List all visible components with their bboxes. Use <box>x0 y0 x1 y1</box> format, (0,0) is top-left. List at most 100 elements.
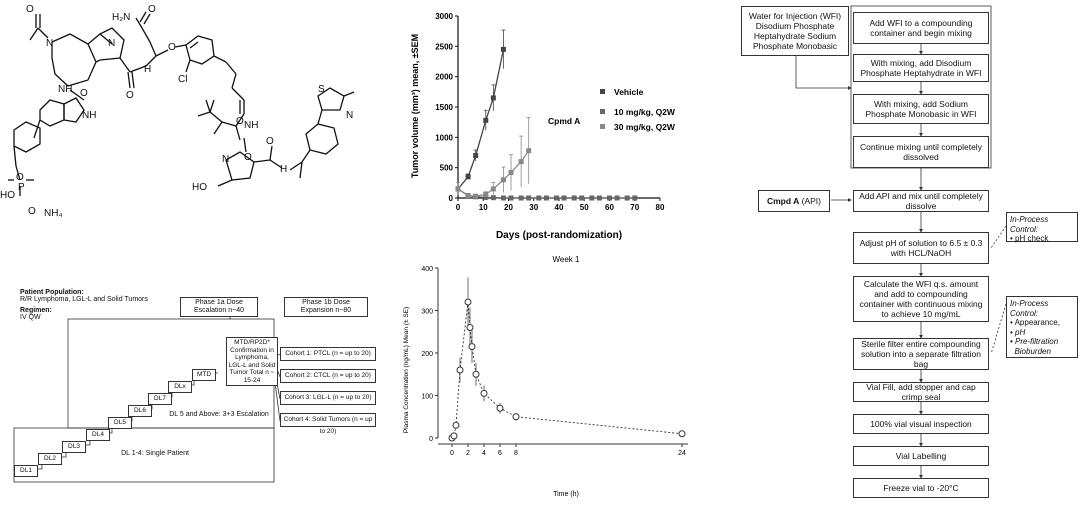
tumor-data-point <box>579 195 585 201</box>
atom-cl: Cl <box>178 74 187 85</box>
tumor-data-point <box>614 195 620 201</box>
flow-step-box: Freeze vial to -20°C <box>853 478 989 498</box>
tumor-data-point <box>473 193 479 199</box>
dose-level-step: DL3 <box>62 441 86 453</box>
ipc1-item: • pH check <box>1010 234 1049 243</box>
tumor-data-point <box>553 195 559 201</box>
pk-x-tick-label: 24 <box>678 450 686 457</box>
tumor-data-point <box>571 195 577 201</box>
pk-y-axis-label: Plasma Concentration (ng/mL) Mean (± SE) <box>403 307 410 433</box>
atom-n-ring2: N <box>108 38 115 49</box>
tumor-x-tick-label: 50 <box>580 203 589 212</box>
tumor-data-point <box>465 174 471 180</box>
population-value: R/R Lymphoma, LGL-L and Solid Tumors <box>20 296 148 303</box>
dose-level-step: DL2 <box>38 453 62 465</box>
pk-chart-panel: Week 1 Plasma Concentration (ng/mL) Mean… <box>396 250 696 503</box>
pk-data-point <box>464 298 472 306</box>
pk-data-point <box>468 343 476 351</box>
tumor-data-point <box>624 195 630 201</box>
tumor-x-axis-label: Days (post-randomization) <box>496 230 622 241</box>
atom-h2n: H₂N <box>112 12 130 23</box>
flow-step-box: Vial Fill, add stopper and cap crimp sea… <box>853 382 989 402</box>
tumor-data-point <box>490 195 496 201</box>
atom-o-carbonyl: O <box>126 90 134 101</box>
flowchart-panel: Water for Injection (WFI) Disodium Phosp… <box>736 0 1080 503</box>
api-bold-label: Cmpd A <box>766 196 800 206</box>
pk-x-tick-label: 6 <box>498 450 502 457</box>
dose-level-step: DL4 <box>86 429 110 441</box>
dose-level-step: MTD <box>192 369 216 381</box>
ipc-box-2: In-Process Control: • Appearance, • pH •… <box>1006 296 1078 358</box>
flow-step-box: Vial Labelling <box>853 446 989 466</box>
tumor-x-tick-label: 40 <box>555 203 564 212</box>
flow-inputs-box: Water for Injection (WFI) Disodium Phosp… <box>741 6 849 56</box>
pk-x-axis-label: Time (h) <box>553 491 579 498</box>
tumor-y-tick-label: 2500 <box>435 42 453 51</box>
tumor-y-tick-label: 0 <box>449 194 454 203</box>
tumor-x-tick-label: 20 <box>504 203 513 212</box>
ipc2-item: • pH <box>1010 327 1026 337</box>
tumor-legend-marker <box>600 89 605 94</box>
pk-x-tick-label: 2 <box>466 450 470 457</box>
flowchart-arrows <box>795 5 1007 479</box>
atom-o-carbonyl2: O <box>236 116 244 127</box>
population-label: Patient Population: <box>20 289 84 296</box>
flow-step-box: Sterile filter entire compounding soluti… <box>853 338 989 370</box>
dose-level-step: DLx <box>168 381 192 393</box>
trial-design-panel: Phase 1a Dose Escalation n~40 Phase 1b D… <box>0 285 380 503</box>
tumor-y-tick-label: 3000 <box>435 12 453 21</box>
atom-nh-2: H <box>144 64 151 75</box>
tumor-data-point <box>483 194 489 200</box>
ipc2-item: • Pre-filtration <box>1010 337 1059 346</box>
dose-level-step: DL6 <box>128 405 152 417</box>
regimen-value: IV QW <box>20 314 41 321</box>
api-rest-label: (API) <box>801 196 821 206</box>
cohort-item: Cohort 2: CTCL (n = up to 20) <box>280 369 376 383</box>
dl14-caption: DL 1-4: Single Patient <box>121 450 189 457</box>
tumor-x-tick-label: 0 <box>456 203 461 212</box>
tumor-data-point <box>500 46 506 52</box>
phase1b-title: Phase 1b Dose Expansion n~80 <box>284 297 368 317</box>
tumor-data-point <box>596 195 602 201</box>
flow-step-box: 100% vial visual inspection <box>853 414 989 434</box>
ipc-box-1: In-Process Control: • pH check <box>1006 212 1078 243</box>
tumor-cpmd-label: Cpmd A <box>548 116 580 126</box>
dose-level-step: DL7 <box>148 393 172 405</box>
ipc2-item: Bioburden <box>1010 346 1051 356</box>
tumor-data-point <box>473 153 479 159</box>
atom-p: P <box>18 182 25 193</box>
pk-data-point <box>678 430 686 438</box>
atom-nh-3: NH <box>244 120 258 131</box>
pk-data-point <box>456 366 464 374</box>
tumor-y-axis-label: Tumor volume (mm³) mean, ±SEM <box>410 34 420 178</box>
pk-x-tick-label: 8 <box>514 450 518 457</box>
pk-data-point <box>480 389 488 397</box>
tumor-data-point <box>508 195 514 201</box>
dose-level-step: DL1 <box>14 465 38 477</box>
tumor-data-point <box>632 195 638 201</box>
tumor-volume-chart: Tumor volume (mm³) mean, ±SEM Days (post… <box>410 12 676 241</box>
chemical-structure-svg: O N H₂N O N O O NH NH H O Cl O S N NH O … <box>0 4 355 219</box>
regimen-label: Regimen: <box>20 307 52 314</box>
pk-y-tick-label: 300 <box>421 309 433 316</box>
atom-o-acetyl: O <box>26 4 34 15</box>
atom-o-ring: O <box>80 88 88 99</box>
flow-api-box: Cmpd A (API) <box>758 190 830 212</box>
tumor-chart-panel: Tumor volume (mm³) mean, ±SEM Days (post… <box>398 0 690 245</box>
atom-o-p: O <box>16 172 24 183</box>
tumor-data-point <box>607 195 612 201</box>
pk-data-point <box>496 404 504 412</box>
tumor-data-point <box>500 195 506 201</box>
pk-y-tick-label: 400 <box>421 266 433 273</box>
pk-series-line <box>451 301 683 439</box>
tumor-legend-label: Vehicle <box>614 87 644 97</box>
tumor-data-point <box>455 186 461 192</box>
tumor-data-point <box>526 148 532 154</box>
tumor-y-tick-label: 1500 <box>435 103 453 112</box>
tumor-series-line <box>457 49 505 190</box>
tumor-data-point <box>518 195 524 201</box>
tumor-x-tick-label: 70 <box>630 203 639 212</box>
cohort-item: Cohort 3: LGL-L (n = up to 20) <box>280 391 376 405</box>
pk-data-point <box>450 432 458 440</box>
tumor-data-point <box>490 95 496 101</box>
